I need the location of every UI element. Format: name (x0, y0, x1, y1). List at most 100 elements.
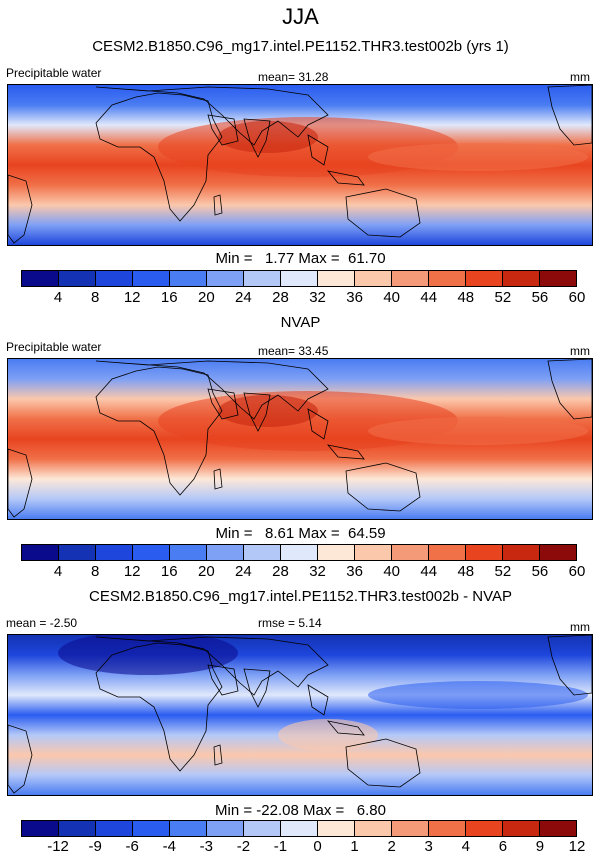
panel-2-units-label: mm (570, 344, 590, 358)
panel-1-colorbar (21, 270, 577, 287)
colorbar-swatch (244, 821, 281, 836)
colorbar-swatch (22, 271, 59, 286)
colorbar-tick-label: 20 (197, 563, 215, 580)
colorbar-tick-label: 2 (387, 838, 396, 855)
colorbar-tick-label: 44 (420, 563, 438, 580)
colorbar-tick-label: 40 (383, 289, 400, 306)
colorbar-swatch (355, 821, 392, 836)
panel-2-left-label: Precipitable water (6, 340, 102, 354)
colorbar-tick-label: -3 (199, 838, 213, 855)
colorbar-swatch (22, 545, 59, 560)
colorbar-tick-label: 36 (346, 289, 363, 306)
colorbar-swatch (59, 545, 96, 560)
figure-title: JJA (282, 4, 319, 29)
colorbar-tick-label: 8 (90, 289, 100, 306)
panel-1-colorbar-ticks: 4 8 12 16 20 24 28 32 36 40 44 48 52 56 60 (21, 289, 585, 307)
colorbar-swatch (133, 821, 170, 836)
panel-1-left-label: Precipitable water (6, 66, 102, 80)
colorbar-tick-label: -1 (273, 838, 288, 855)
panel-2-colorbar-ticks: 4 8 12 16 20 24 28 32 36 40 44 48 52 56 60 (21, 563, 585, 581)
colorbar-tick-label: 52 (494, 289, 512, 306)
colorbar-swatch (466, 545, 503, 560)
colorbar-swatch (503, 271, 540, 286)
panel-1-minmax: Min = 1.77 Max = 61.70 (215, 250, 386, 267)
colorbar-swatch (355, 271, 392, 286)
panel-3-title: CESM2.B1850.C96_mg17.intel.PE1152.THR3.t… (88, 588, 512, 605)
colorbar-tick-label: 36 (346, 563, 363, 580)
panel-1-mean-label: mean= 31.28 (258, 70, 329, 84)
panel-2-title: NVAP (280, 314, 321, 331)
colorbar-tick-label: 20 (197, 289, 215, 306)
colorbar-swatch (392, 545, 429, 560)
colorbar-tick-label: 28 (272, 563, 289, 580)
colorbar-tick-label: 60 (568, 289, 586, 306)
colorbar-swatch (244, 271, 281, 286)
colorbar-tick-label: 8 (90, 563, 100, 580)
colorbar-swatch (281, 545, 318, 560)
colorbar-tick-label: 1 (350, 838, 359, 855)
colorbar-tick-label: 28 (272, 289, 289, 306)
colorbar-swatch (207, 821, 244, 836)
colorbar-tick-label: 4 (53, 289, 63, 306)
colorbar-swatch (392, 271, 429, 286)
colorbar-tick-label: 4 (53, 563, 63, 580)
colorbar-tick-label: 0 (313, 838, 322, 855)
colorbar-tick-label: 32 (309, 563, 326, 580)
colorbar-tick-label: 56 (531, 289, 549, 306)
panel-3-field (8, 635, 592, 795)
colorbar-tick-label: 12 (568, 838, 586, 855)
colorbar-swatch (133, 271, 170, 286)
panel-3-units-label: mm (570, 620, 590, 634)
panel-2-colorbar (21, 544, 577, 561)
colorbar-tick-label: 32 (309, 289, 326, 306)
colorbar-tick-label: 52 (494, 563, 512, 580)
colorbar-swatch (540, 271, 576, 286)
panel-2-map (7, 358, 593, 520)
panel-3-map (7, 634, 593, 796)
colorbar-tick-label: 12 (123, 563, 141, 580)
colorbar-tick-label: -9 (88, 838, 102, 855)
colorbar-tick-label: -4 (162, 838, 176, 855)
panel-2-minmax: Min = 8.61 Max = 64.59 (215, 525, 386, 542)
colorbar-tick-label: 6 (498, 838, 508, 855)
colorbar-swatch (466, 271, 503, 286)
colorbar-swatch (318, 271, 355, 286)
colorbar-swatch (318, 545, 355, 560)
colorbar-swatch (207, 271, 244, 286)
panel-3-colorbar-ticks: -12 -9 -6 -4 -3 -2 -1 0 1 2 3 4 6 9 12 (21, 838, 585, 856)
colorbar-tick-label: 48 (457, 563, 475, 580)
colorbar-tick-label: 9 (535, 838, 545, 855)
colorbar-tick-label: 16 (160, 563, 178, 580)
colorbar-swatch (429, 821, 466, 836)
colorbar-tick-label: 48 (457, 289, 475, 306)
colorbar-swatch (96, 545, 133, 560)
colorbar-swatch (503, 545, 540, 560)
colorbar-swatch (540, 545, 576, 560)
colorbar-tick-label: 4 (461, 838, 470, 855)
colorbar-swatch (281, 821, 318, 836)
panel-3-mean-label: mean = -2.50 (6, 616, 78, 630)
colorbar-tick-label: -2 (236, 838, 251, 855)
panel-2-mean-label: mean= 33.45 (258, 344, 329, 358)
panel-1-units-label: mm (570, 70, 590, 84)
colorbar-swatch (170, 545, 207, 560)
panel-1-title: CESM2.B1850.C96_mg17.intel.PE1152.THR3.t… (92, 38, 509, 55)
panel-3-colorbar (21, 820, 577, 837)
colorbar-swatch (540, 821, 576, 836)
colorbar-swatch (207, 545, 244, 560)
colorbar-swatch (59, 821, 96, 836)
colorbar-tick-label: 12 (123, 289, 141, 306)
colorbar-tick-label: 24 (235, 563, 252, 580)
colorbar-swatch (429, 271, 466, 286)
colorbar-tick-label: 44 (420, 289, 438, 306)
colorbar-tick-label: 24 (235, 289, 252, 306)
colorbar-swatch (281, 271, 318, 286)
colorbar-swatch (59, 271, 96, 286)
colorbar-swatch (466, 821, 503, 836)
colorbar-swatch (355, 545, 392, 560)
panel-1-field (8, 85, 592, 245)
colorbar-swatch (96, 271, 133, 286)
colorbar-swatch (96, 821, 133, 836)
colorbar-swatch (392, 821, 429, 836)
colorbar-tick-label: -12 (47, 838, 69, 855)
